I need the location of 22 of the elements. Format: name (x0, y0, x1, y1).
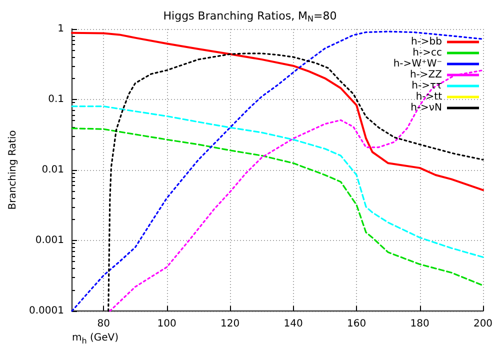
y-tick-label: 0.1 (48, 94, 64, 105)
line-series (71, 32, 484, 192)
y-tick-label: 1 (58, 24, 64, 34)
y-tick-label: 0.001 (35, 235, 64, 246)
legend-label: h->W⁺W⁻ (393, 58, 442, 70)
line-series (71, 128, 484, 286)
legend-label: h->tt (416, 92, 442, 102)
y-tick-label: 0.0001 (29, 306, 64, 316)
legend-label: h->νN (410, 102, 442, 114)
x-tick-label: 80 (97, 318, 110, 330)
x-tick-label: 180 (410, 318, 430, 330)
x-tick-label: 140 (284, 318, 303, 330)
y-axis-title: Branching Ratio (8, 130, 18, 210)
x-tick-label: 200 (473, 318, 493, 330)
x-tick-label: 120 (220, 318, 240, 330)
legend-label: h->ZZ (410, 70, 442, 80)
legend-label: h->bb (410, 36, 442, 48)
x-tick-label: 100 (157, 318, 176, 330)
line-series (71, 30, 484, 312)
y-tick-label: 0.01 (42, 164, 64, 176)
x-tick-label: 160 (346, 318, 366, 330)
legend-label: h->cc (412, 48, 442, 58)
